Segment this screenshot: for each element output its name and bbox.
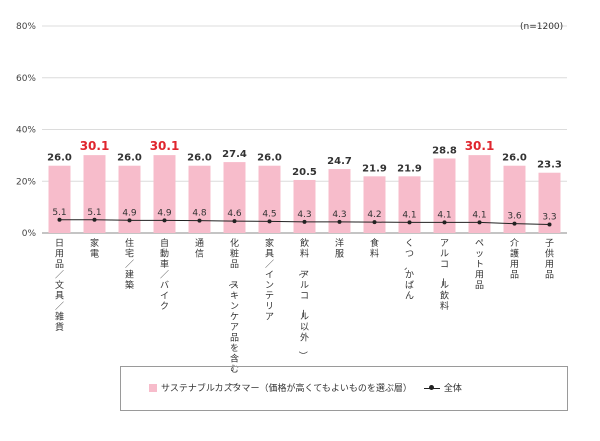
bar-value-label: 21.9 [362,163,387,174]
x-category-labels: 日用品／文具／雑貨 家電 住宅／建築 自動車／バイク 通信 化粧品（スキンケア品を含む） 家… [55,237,554,392]
bar [153,155,176,233]
x-category-label: くつ、かばん [402,239,414,302]
overall-line-point [477,220,482,225]
bar [328,169,351,233]
overall-line-point [127,218,132,223]
legend-line-marker [423,384,440,392]
legend: サステナブルカスタマー（価格が高くてもよいものを選ぶ層） 全体 [120,366,568,411]
overall-line-label: 3.3 [542,212,556,222]
x-category-label: アルコール飲料 [437,239,449,312]
overall-line-label: 5.1 [87,208,101,218]
x-category-label: 通信 [195,238,204,260]
bar [293,179,316,233]
bar-value-label: 23.3 [537,160,562,171]
bar-value-label: 30.1 [465,139,495,153]
overall-line-label: 4.9 [122,208,137,218]
y-tick-label: 0% [22,229,37,239]
bar-value-labels: 26.0 30.1 26.0 30.1 26.0 27.4 26.0 20.5 24.7 21.9… [47,139,562,178]
overall-line-point [162,218,167,223]
overall-line-label: 4.3 [332,210,346,220]
overall-line-point [407,220,412,225]
bar-value-label: 21.9 [397,163,422,174]
overall-line-label: 4.1 [472,210,486,220]
bar [433,158,456,233]
legend-inner: サステナブルカスタマー（価格が高くてもよいものを選ぶ層） 全体 [149,381,462,394]
overall-line-label: 4.1 [402,210,416,220]
x-category-label: 介護用品 [510,238,519,281]
bar [83,155,106,233]
sample-size-note: (n=1200) [520,22,564,32]
bar [468,155,491,233]
bar-value-label: 26.0 [187,153,212,164]
x-category-label: 日用品／文具／雑貨 [55,238,64,333]
y-tick-label: 40% [16,126,36,136]
overall-line-point [337,219,342,224]
overall-line-point [302,219,307,224]
bar [258,165,281,233]
overall-line-label: 4.5 [262,209,276,219]
bar [503,165,526,233]
overall-line-label: 4.3 [297,210,311,220]
overall-line: 5.1 5.1 4.9 4.9 4.8 4.6 4.5 4.3 4.3 4.2 4.1 4.1 4.1 3… [52,208,557,227]
overall-line-point [92,217,97,222]
x-category-label: 食料 [370,237,379,260]
overall-line-point [372,220,377,225]
bar-value-label: 27.4 [222,149,247,160]
overall-line-point [442,220,447,225]
x-category-label: 飲料（アルコール以外） [297,237,309,360]
x-category-label: 住宅／建築 [125,237,134,291]
bar [118,165,141,233]
bar-value-label: 30.1 [80,139,110,153]
overall-line-point [197,218,202,223]
overall-line-point [232,219,237,224]
bar-value-label: 20.5 [292,167,317,178]
bar [363,176,386,233]
x-category-label: 家電 [90,237,99,260]
x-category-label: ペット用品 [475,239,484,291]
bar [48,165,71,233]
y-tick-label: 20% [16,177,36,187]
legend-bar-label: サステナブルカスタマー（価格が高くてもよいものを選ぶ層） [161,384,412,394]
y-tick-label: 60% [16,74,36,84]
overall-line-point [547,222,552,227]
overall-line-label: 4.9 [157,208,172,218]
legend-bar-swatch [149,383,157,392]
bar-value-label: 24.7 [327,156,352,167]
x-category-label: 化粧品（スキンケア品を含む） [227,237,239,392]
bar-value-label: 30.1 [150,139,180,153]
overall-line-label: 4.8 [192,209,207,219]
bar-value-label: 26.0 [117,153,142,164]
overall-line-point [512,221,517,226]
x-category-label: 子供用品 [545,238,554,281]
y-tick-labels: 0% 20% 40% 60% 80% [16,22,36,239]
overall-line-label: 4.6 [227,209,242,219]
bar [188,165,211,233]
bar-value-label: 26.0 [257,153,282,164]
overall-line-label: 5.1 [52,208,66,218]
overall-line-label: 3.6 [507,212,522,222]
overall-line-label: 4.1 [437,210,451,220]
overall-line-label: 4.2 [367,210,381,220]
y-tick-label: 80% [16,22,36,32]
legend-line-label: 全体 [443,384,462,394]
bar [538,172,561,233]
overall-line-point [57,217,62,222]
x-category-label: 家具／インテリア [265,237,274,323]
bar-value-label: 26.0 [502,153,527,164]
x-category-label: 洋服 [335,237,344,260]
bar [398,176,421,233]
bar-value-label: 26.0 [47,153,72,164]
x-category-label: 自動車／バイク [160,237,169,312]
overall-line-point [267,219,272,224]
bars [48,155,561,233]
bar-value-label: 28.8 [432,145,457,156]
bar [223,162,246,233]
